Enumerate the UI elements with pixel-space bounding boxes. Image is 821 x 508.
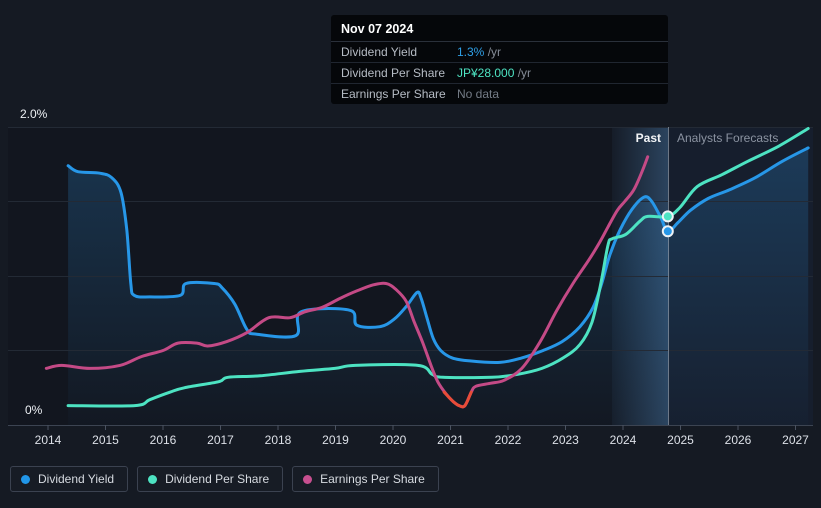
x-tick-label: 2017 bbox=[207, 433, 234, 447]
x-tick-label: 2021 bbox=[437, 433, 464, 447]
tooltip-label: Dividend Per Share bbox=[341, 66, 446, 80]
past-label: Past bbox=[636, 131, 661, 145]
x-tick-label: 2019 bbox=[322, 433, 349, 447]
chart-tooltip: Nov 07 2024 Dividend Yield 1.3% /yr Divi… bbox=[331, 15, 668, 104]
y-axis-top-label: 2.0% bbox=[20, 107, 48, 121]
hover-markers[interactable] bbox=[661, 210, 674, 238]
dividend_per_share-marker[interactable] bbox=[661, 210, 674, 223]
dividend_yield-line bbox=[66, 146, 810, 365]
tooltip-label: Earnings Per Share bbox=[341, 87, 446, 101]
tooltip-value-suffix: /yr bbox=[484, 45, 502, 59]
legend-item-dividend-yield[interactable]: Dividend Yield bbox=[10, 466, 129, 492]
dividend_per_share-line bbox=[66, 127, 810, 408]
tooltip-date: Nov 07 2024 bbox=[331, 15, 668, 42]
x-tick-label: 2023 bbox=[552, 433, 579, 447]
legend-item-earnings-per-share[interactable]: Earnings Per Share bbox=[292, 466, 439, 492]
x-tick-label: 2016 bbox=[150, 433, 177, 447]
dividend_yield-marker[interactable] bbox=[661, 225, 674, 238]
legend-label: Dividend Per Share bbox=[165, 472, 270, 486]
x-tick-label: 2018 bbox=[265, 433, 292, 447]
x-tick-label: 2020 bbox=[380, 433, 407, 447]
legend-label: Dividend Yield bbox=[38, 472, 115, 486]
x-tick-label: 2022 bbox=[495, 433, 522, 447]
tooltip-label: Dividend Yield bbox=[341, 45, 418, 59]
earnings-per-share-dot-icon bbox=[303, 474, 313, 484]
x-axis-ticks: 2014 2015 2016 2017 2018 2019 2020 2021 2022 2023… bbox=[35, 425, 809, 447]
earnings_per_share-line bbox=[44, 155, 650, 409]
tooltip-row-dividend-per-share: Dividend Per Share JP¥28.000 /yr bbox=[331, 63, 668, 84]
chart-legend: Dividend Yield Dividend Per Share Earnin… bbox=[10, 466, 439, 492]
x-tick-label: 2014 bbox=[35, 433, 62, 447]
analysts-forecasts-label: Analysts Forecasts bbox=[677, 131, 778, 145]
eps_negative-line bbox=[442, 390, 473, 409]
gridlines bbox=[8, 127, 813, 351]
tooltip-value: JP¥28.000 bbox=[457, 66, 515, 80]
tooltip-value: No data bbox=[457, 87, 500, 101]
x-tick-label: 2026 bbox=[725, 433, 752, 447]
x-tick-label: 2015 bbox=[92, 433, 119, 447]
tooltip-value-suffix: /yr bbox=[514, 66, 532, 80]
x-tick-label: 2024 bbox=[610, 433, 637, 447]
dividend-yield-dot-icon bbox=[21, 474, 30, 484]
dividend-per-share-dot-icon bbox=[148, 474, 158, 484]
y-axis-zero-label: 0% bbox=[25, 403, 43, 417]
x-tick-label: 2025 bbox=[667, 433, 694, 447]
tooltip-value: 1.3% bbox=[457, 45, 485, 59]
series-lines bbox=[44, 127, 810, 409]
legend-item-dividend-per-share[interactable]: Dividend Per Share bbox=[137, 466, 284, 492]
tooltip-row-dividend-yield: Dividend Yield 1.3% /yr bbox=[331, 42, 668, 63]
x-tick-label: 2027 bbox=[782, 433, 809, 447]
tooltip-row-earnings-per-share: Earnings Per Share No data bbox=[331, 84, 668, 104]
legend-label: Earnings Per Share bbox=[320, 472, 425, 486]
